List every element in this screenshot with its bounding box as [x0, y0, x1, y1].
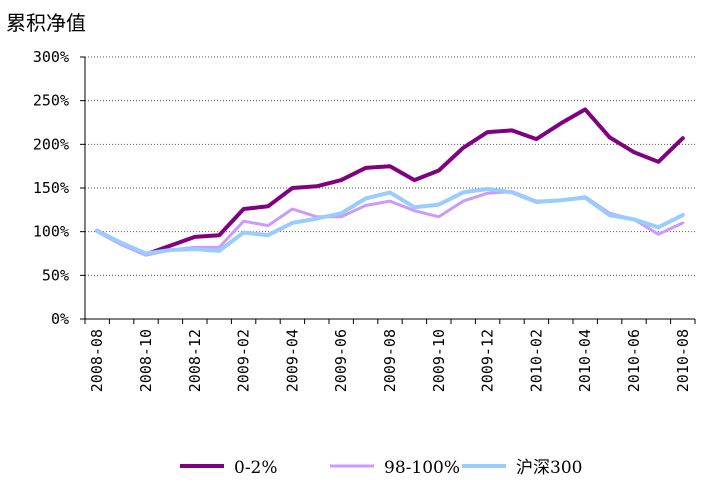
x-tick-label: 2010-04	[576, 329, 594, 392]
series-line-98-100%	[95, 190, 685, 257]
y-tick-label: 300%	[33, 48, 69, 66]
y-tick-label: 0%	[51, 310, 69, 328]
x-tick-label: 2010-02	[527, 329, 545, 392]
x-tick-label: 2010-08	[674, 329, 692, 392]
x-tick-label: 2008-08	[88, 329, 106, 392]
x-tick-label: 2009-12	[479, 329, 497, 392]
x-tick-label: 2010-06	[625, 329, 643, 392]
y-tick-label: 250%	[33, 92, 69, 110]
axes	[80, 56, 696, 324]
y-tick-label: 100%	[33, 223, 69, 241]
series-line-沪深300	[95, 186, 685, 256]
x-tick-label: 2008-10	[137, 329, 155, 392]
x-tick-label: 2008-12	[186, 329, 204, 392]
x-tick-label: 2009-04	[283, 329, 301, 392]
legend-label: 沪深300	[516, 458, 582, 478]
y-tick-label: 50%	[42, 266, 69, 284]
x-tick-label: 2009-06	[332, 329, 350, 392]
legend-label: 0-2%	[234, 458, 278, 478]
x-tick-labels: 2008-08 2008-10 2008-12 2009-02 2009-04 2009-…	[88, 329, 692, 392]
series-line-0-2%	[95, 107, 685, 257]
y-tick-labels: 0% 50% 100% 150% 200% 250% 300%	[33, 48, 69, 328]
x-tick-label: 2009-02	[235, 329, 253, 392]
x-tick-label: 2009-10	[430, 329, 448, 392]
y-tick-label: 200%	[33, 135, 69, 153]
legend: 0-2% 98-100% 沪深300	[180, 458, 582, 478]
legend-label: 98-100%	[384, 458, 460, 478]
x-tick-label: 2009-08	[381, 329, 399, 392]
y-tick-label: 150%	[33, 179, 69, 197]
series-lines	[95, 107, 685, 257]
y-axis-title: 累积净值	[6, 11, 86, 35]
